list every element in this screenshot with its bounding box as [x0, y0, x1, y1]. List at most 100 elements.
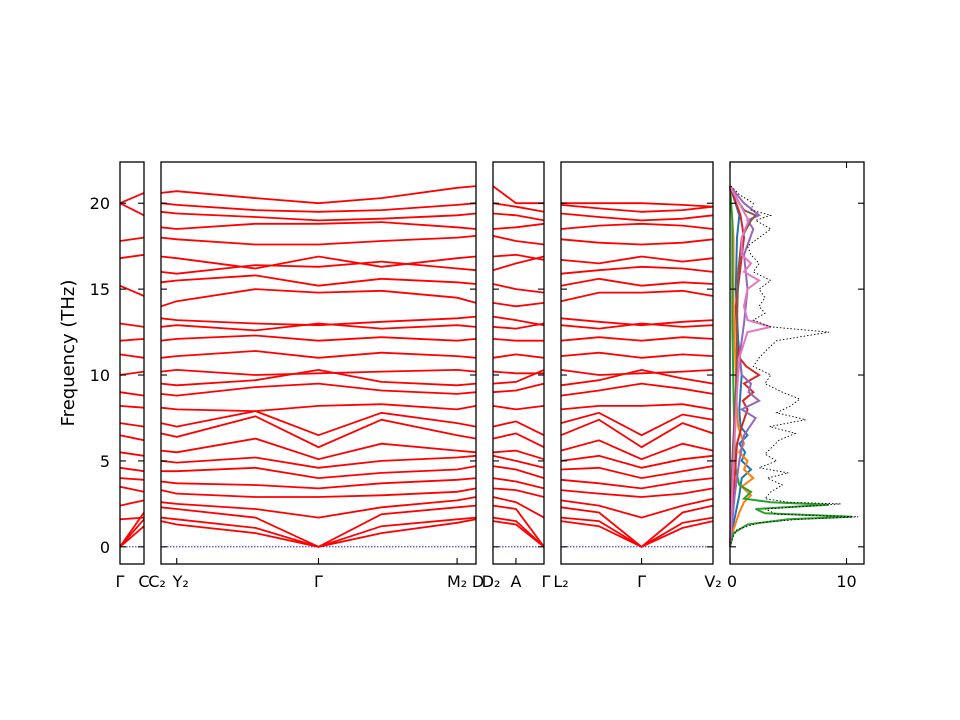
band-3-4 — [560, 487, 714, 498]
band-1-5 — [160, 477, 477, 490]
band-3-22 — [560, 255, 714, 265]
band-1-22 — [160, 255, 477, 270]
band-1-3 — [160, 496, 477, 519]
band-2-0 — [492, 520, 545, 548]
band-2-2 — [492, 504, 545, 548]
dos-panel-frame — [729, 161, 865, 565]
band-3-2 — [560, 504, 714, 548]
band-2-6 — [492, 465, 545, 479]
band-1-12 — [160, 382, 477, 397]
band-3-17 — [560, 322, 714, 330]
band-3-25 — [560, 212, 714, 222]
y-axis-label: Frequency (THz) — [58, 280, 79, 427]
band-1-15 — [160, 350, 477, 359]
band-1-18 — [160, 315, 477, 327]
band-3-9 — [560, 418, 714, 449]
x-tick-label-2-1: A — [510, 572, 521, 591]
band-1-2 — [160, 504, 477, 548]
panel-frame-2 — [492, 161, 545, 565]
band-0-5 — [119, 485, 145, 493]
x-tick-label-3-1: Γ — [637, 572, 646, 591]
band-0-15 — [119, 338, 145, 342]
dos-partial-3 — [729, 185, 761, 547]
panel-frame-3 — [560, 161, 714, 565]
x-tick-label-1-3: M₂ — [447, 572, 467, 591]
band-0-20 — [119, 202, 145, 217]
band-2-9 — [492, 432, 545, 449]
band-0-19 — [119, 236, 145, 242]
band-3-3 — [560, 497, 714, 519]
dos-total-line — [729, 185, 859, 547]
band-2-26 — [492, 202, 545, 213]
dos-partial-6 — [729, 185, 772, 547]
band-0-14 — [119, 353, 145, 359]
band-2-16 — [492, 338, 544, 342]
band-0-17 — [119, 284, 145, 297]
band-1-4 — [160, 487, 477, 498]
band-0-11 — [119, 405, 145, 409]
band-2-17 — [492, 322, 545, 330]
band-1-27 — [160, 185, 477, 205]
band-0-6 — [119, 477, 145, 481]
band-2-18 — [492, 315, 545, 327]
band-1-26 — [160, 202, 477, 213]
band-0-13 — [119, 370, 145, 376]
band-1-1 — [160, 516, 477, 548]
band-2-22 — [492, 253, 545, 261]
band-3-16 — [560, 336, 714, 342]
band-2-24 — [492, 222, 545, 230]
y-tick-label-20: 20 — [90, 194, 110, 213]
dos-x-tick-label-10: 10 — [836, 572, 856, 591]
band-0-7 — [119, 466, 145, 473]
band-1-11 — [160, 403, 477, 413]
band-1-17 — [160, 322, 477, 332]
x-tick-label-1-4: D — [472, 572, 484, 591]
x-tick-label-1-0: C₂ — [148, 572, 166, 591]
band-2-14 — [492, 370, 544, 375]
band-2-4 — [492, 487, 545, 498]
band-1-13 — [160, 368, 477, 387]
y-tick-label-10: 10 — [90, 366, 110, 385]
x-tick-label-0-0: Γ — [116, 572, 125, 591]
band-2-3 — [492, 496, 545, 519]
band-3-10 — [560, 411, 714, 437]
band-3-24 — [560, 222, 714, 230]
y-tick-label-5: 5 — [100, 452, 110, 471]
band-2-10 — [492, 420, 545, 437]
band-2-20 — [492, 283, 545, 294]
x-tick-label-1-2: Γ — [314, 572, 323, 591]
band-2-7 — [492, 454, 545, 469]
band-3-15 — [560, 351, 714, 359]
band-1-16 — [160, 334, 477, 342]
x-tick-label-3-2: V₂ — [704, 572, 721, 591]
band-1-7 — [160, 454, 477, 469]
band-2-25 — [492, 212, 545, 222]
band-1-9 — [160, 415, 477, 449]
band-2-19 — [492, 302, 545, 308]
band-0-18 — [119, 253, 145, 260]
band-0-12 — [119, 391, 145, 397]
band-3-6 — [560, 465, 714, 480]
x-tick-label-1-1: Y₂ — [172, 572, 189, 591]
band-3-7 — [560, 454, 714, 469]
band-1-20 — [160, 274, 477, 287]
band-0-10 — [119, 422, 145, 428]
band-3-20 — [560, 277, 714, 287]
band-3-8 — [560, 439, 714, 461]
band-0-3 — [119, 516, 145, 521]
band-3-18 — [560, 317, 714, 327]
band-1-19 — [160, 288, 477, 308]
band-1-6 — [161, 465, 477, 480]
band-3-12 — [560, 382, 714, 397]
y-tick-label-15: 15 — [90, 280, 110, 299]
band-2-11 — [492, 405, 545, 411]
band-3-27 — [561, 202, 714, 208]
band-2-5 — [492, 477, 545, 490]
band-3-5 — [560, 477, 714, 490]
y-tick-label-0: 0 — [100, 538, 110, 557]
band-1-25 — [160, 210, 477, 222]
dos-x-tick-label-0: 0 — [727, 572, 737, 591]
band-2-27 — [492, 185, 544, 205]
